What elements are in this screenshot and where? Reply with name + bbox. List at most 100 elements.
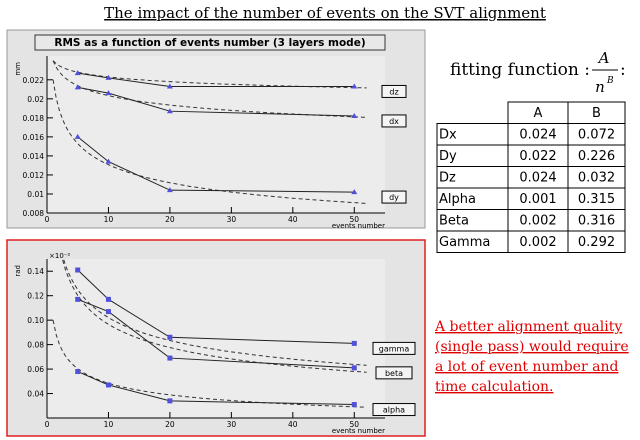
- point: [167, 334, 173, 340]
- y-tick-label: 0.018: [23, 114, 45, 123]
- table-text: Dx: [439, 128, 457, 143]
- point: [351, 365, 357, 371]
- fit-exponent: B: [606, 76, 614, 86]
- y-tick-label: 0.12: [27, 292, 44, 301]
- x-tick-label: 0: [45, 215, 50, 224]
- table-text: 0.002: [519, 235, 556, 250]
- plot-area: [47, 56, 385, 213]
- legend-box: [381, 114, 407, 128]
- title-box: [34, 34, 386, 51]
- table-text: Beta: [439, 214, 469, 229]
- y-multiplier: ×10⁻²: [49, 252, 70, 260]
- x-tick-label: 30: [227, 215, 237, 224]
- x-tick-label: 50: [349, 215, 359, 224]
- fit-base: n: [595, 78, 605, 96]
- legend-label: dz: [389, 87, 398, 96]
- point: [74, 133, 81, 139]
- legend-box: [381, 84, 407, 98]
- note: A better alignment quality (single pass) …: [434, 319, 629, 395]
- y-tick-label: 0.022: [23, 76, 45, 85]
- note-line: time calculation.: [435, 379, 553, 395]
- fit-curve: [52, 320, 367, 408]
- x-tick-label: 20: [165, 420, 175, 429]
- x-tick-label: 0: [45, 420, 50, 429]
- series-line: [77, 86, 355, 117]
- table-text: 0.315: [578, 192, 615, 207]
- y-tick-label: 0.016: [23, 133, 45, 142]
- series-line: [77, 298, 355, 369]
- x-tick-label: 20: [165, 215, 175, 224]
- point: [75, 296, 81, 302]
- table-text: 0.072: [578, 128, 615, 143]
- y-tick-label: 0.08: [27, 341, 44, 350]
- point: [75, 369, 81, 375]
- note-line: a lot of event number and: [435, 359, 618, 375]
- slide-title: The impact of the number of events on th…: [104, 4, 546, 22]
- table-header: A: [534, 106, 543, 121]
- charts: RMS as a function of events number (3 la…: [14, 34, 416, 435]
- table: A B Dx 0.024 0.072 Dy 0.022 0.226 Dz 0.024 0.032 Al…: [436, 101, 626, 253]
- series-line: [77, 371, 355, 406]
- x-tick-label: 40: [288, 420, 298, 429]
- y-tick-label: 0.014: [23, 152, 45, 161]
- y-tick-label: 0.06: [27, 365, 44, 374]
- y-tick-label: 0.01: [27, 190, 44, 199]
- legend-label: beta: [385, 369, 403, 378]
- table-header: B: [592, 106, 601, 121]
- legend-label: alpha: [383, 406, 405, 415]
- point: [105, 382, 111, 388]
- table-text: Gamma: [439, 235, 490, 250]
- x-tick-label: 30: [227, 420, 237, 429]
- point: [167, 398, 173, 404]
- point: [105, 296, 111, 302]
- table-text: 0.032: [578, 171, 615, 186]
- point: [105, 309, 111, 315]
- legend-box: [381, 190, 407, 204]
- x-tick-label: 10: [104, 420, 114, 429]
- fit-curve: [63, 259, 367, 366]
- y-tick-label: 0.012: [23, 171, 45, 180]
- point: [166, 187, 173, 193]
- y-axis-label: rad: [14, 265, 22, 277]
- legend-box: [372, 403, 416, 417]
- y-tick-label: 0.02: [27, 95, 44, 104]
- y-tick-label: 0.10: [27, 316, 44, 325]
- x-axis-label: events number: [332, 222, 385, 230]
- table-text: Dy: [439, 149, 457, 164]
- table-text: 0.292: [578, 235, 615, 250]
- point: [74, 70, 81, 76]
- series-line: [77, 136, 355, 193]
- table-text: 0.002: [519, 214, 556, 229]
- point: [74, 84, 81, 90]
- series-line: [77, 269, 355, 344]
- chart-title: RMS as a function of events number (3 la…: [54, 37, 365, 49]
- note-line: (single pass) would require: [435, 339, 629, 355]
- point: [351, 83, 358, 89]
- point: [351, 402, 357, 408]
- point: [167, 355, 173, 361]
- table-cell: [567, 230, 626, 253]
- x-axis-label: events number: [332, 427, 385, 435]
- point: [351, 189, 358, 195]
- point: [351, 112, 358, 118]
- fit-prefix: fitting function :: [450, 60, 590, 80]
- fit-curve: [61, 259, 367, 373]
- legend-label: gamma: [379, 344, 410, 353]
- y-tick-label: 0.04: [27, 390, 44, 399]
- legend-box: [372, 341, 416, 355]
- fit-numerator: A: [597, 49, 610, 67]
- point: [351, 340, 357, 346]
- legend-label: dx: [389, 117, 399, 126]
- y-tick-label: 0.008: [23, 209, 45, 218]
- x-tick-label: 40: [288, 215, 298, 224]
- y-tick-label: 0.14: [27, 267, 44, 276]
- point: [166, 108, 173, 114]
- fit-curve: [52, 79, 367, 204]
- table-text: 0.024: [519, 128, 556, 143]
- table-text: Dz: [439, 171, 456, 186]
- fitting-function: fitting function : A n B :: [450, 49, 626, 96]
- point: [105, 90, 112, 96]
- table-text: 0.022: [519, 149, 556, 164]
- table-text: 0.226: [578, 149, 615, 164]
